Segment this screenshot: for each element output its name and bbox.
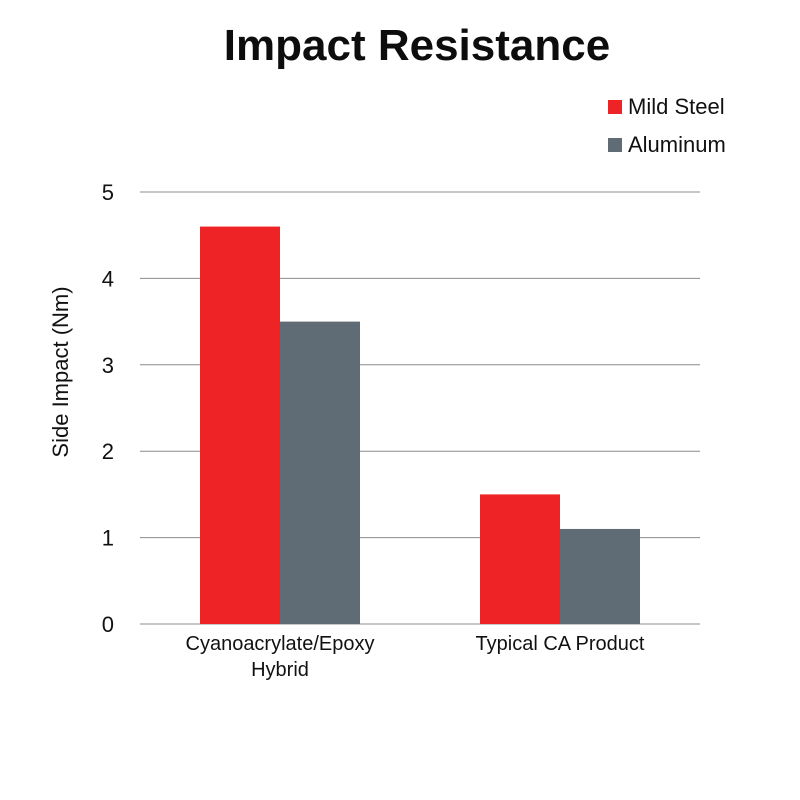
y-axis-ticks: 0 1 2 3 4 5 [102, 180, 114, 637]
x-category-label-line: Cyanoacrylate/Epoxy [186, 633, 375, 655]
legend-swatch [608, 100, 622, 114]
y-tick-label: 1 [102, 526, 114, 551]
y-tick-label: 5 [102, 180, 114, 205]
bar-aluminum-1 [560, 528, 640, 624]
legend-swatch [608, 138, 622, 152]
legend-label: Mild Steel [628, 94, 725, 119]
chart-title: Impact Resistance [224, 21, 610, 70]
y-axis-title: Side Impact (Nm) [48, 286, 73, 457]
x-category-label-line: Typical CA Product [476, 633, 645, 655]
y-tick-label: 0 [102, 612, 114, 637]
y-tick-label: 2 [102, 439, 114, 464]
bar-mild-steel-1 [480, 494, 560, 624]
y-tick-label: 4 [102, 266, 114, 291]
bars [200, 226, 640, 624]
legend-label: Aluminum [628, 132, 726, 157]
y-tick-label: 3 [102, 353, 114, 378]
bar-aluminum-0 [280, 321, 360, 624]
x-category-label-line: Hybrid [251, 659, 309, 681]
bar-mild-steel-0 [200, 226, 280, 624]
x-axis-labels: Cyanoacrylate/Epoxy Hybrid Typical CA Prod… [186, 633, 645, 681]
legend: Mild Steel Aluminum [608, 94, 726, 157]
x-category-label: Typical CA Product [476, 633, 645, 655]
x-category-label: Cyanoacrylate/Epoxy Hybrid [186, 633, 375, 681]
